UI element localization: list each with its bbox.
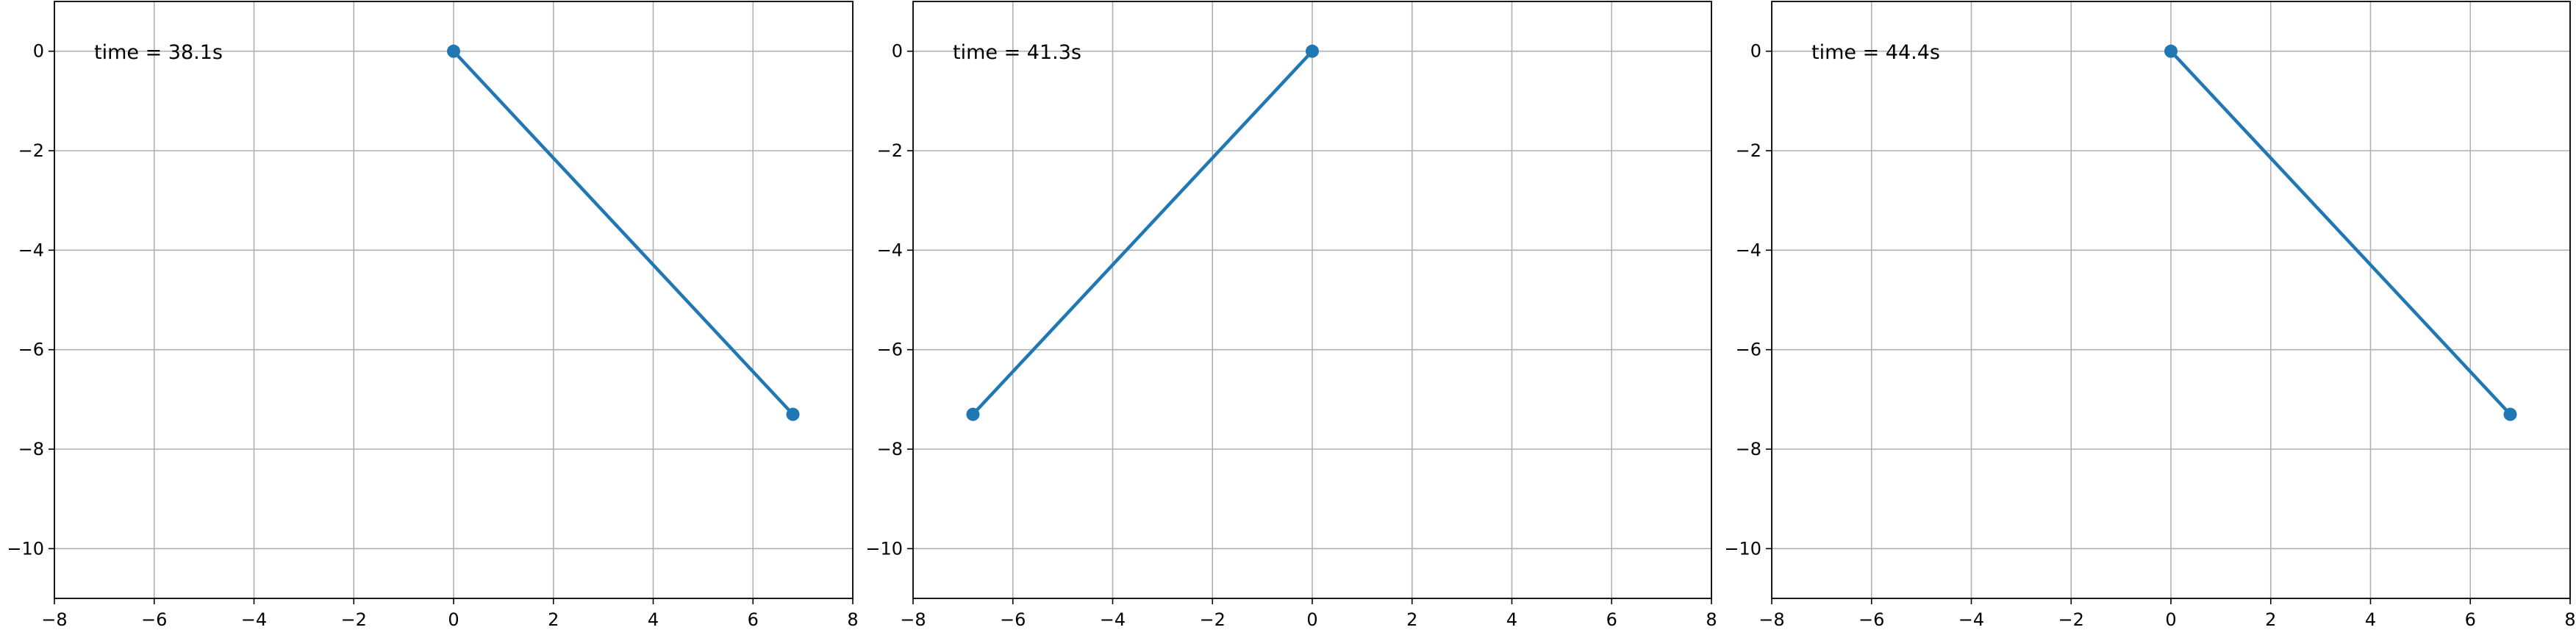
y-tick-label: −8 xyxy=(1736,439,1761,459)
axes-frame xyxy=(54,1,854,599)
series-line xyxy=(2169,49,2512,416)
y-tick-label: −10 xyxy=(1724,538,1761,559)
x-tick-label: −2 xyxy=(341,609,367,630)
y-tick-label: −2 xyxy=(877,140,903,161)
x-tick-label: 4 xyxy=(1506,609,1517,630)
y-tick-label: −6 xyxy=(1736,340,1761,360)
x-tick-label: −4 xyxy=(241,609,267,630)
series-line xyxy=(971,49,1314,416)
x-tick-label: −8 xyxy=(1759,609,1784,630)
x-tick-label: 8 xyxy=(1706,609,1717,630)
pivot-point xyxy=(1306,44,1319,58)
x-tick-label: −8 xyxy=(900,609,926,630)
y-tick-label: −4 xyxy=(877,240,903,260)
time-annotation: time = 44.4s xyxy=(1811,41,1940,64)
y-tick-label: −6 xyxy=(877,340,903,360)
x-tick-label: 6 xyxy=(2465,609,2476,630)
y-tick-label: 0 xyxy=(892,41,903,62)
pivot-point xyxy=(447,44,460,58)
y-tick-label: −4 xyxy=(1736,240,1761,260)
x-tick-label: 6 xyxy=(1606,609,1617,630)
y-tick-label: 0 xyxy=(1750,41,1761,62)
x-tick-label: −2 xyxy=(1200,609,1226,630)
x-tick-label: 0 xyxy=(448,609,459,630)
y-tick-label: −10 xyxy=(865,538,903,559)
y-tick-label: 0 xyxy=(33,41,44,62)
chart-panel-1: −8 −6 −4 −2 0 2 4 6 8 0 −2 −4 −6 −8 −10 time = 38.1s xyxy=(7,1,859,630)
x-tick-label: 0 xyxy=(2165,609,2176,630)
axes-frame xyxy=(912,1,1712,599)
x-tick-label: −4 xyxy=(1958,609,1984,630)
y-tick-label: −8 xyxy=(18,439,44,459)
y-tick-label: −8 xyxy=(877,439,903,459)
y-tick-label: −6 xyxy=(18,340,44,360)
bob-point xyxy=(786,407,800,421)
x-tick-label: 2 xyxy=(548,609,559,630)
y-tick-label: −2 xyxy=(18,140,44,161)
y-tick-label: −4 xyxy=(18,240,44,260)
x-tick-label: −8 xyxy=(41,609,67,630)
x-tick-label: −6 xyxy=(1858,609,1884,630)
chart-panel-3: −8 −6 −4 −2 0 2 4 6 8 0 −2 −4 −6 −8 −10 time = 44.4s xyxy=(1724,1,2576,630)
x-tick-label: −2 xyxy=(2058,609,2084,630)
x-tick-label: 2 xyxy=(2265,609,2276,630)
x-tick-label: −4 xyxy=(1100,609,1126,630)
x-tick-label: 4 xyxy=(2365,609,2376,630)
bob-point xyxy=(966,407,980,421)
x-tick-label: −6 xyxy=(141,609,167,630)
chart-panel-2: −8 −6 −4 −2 0 2 4 6 8 0 −2 −4 −6 −8 −10 time = 41.3s xyxy=(865,1,1717,630)
y-tick-label: −10 xyxy=(7,538,44,559)
x-tick-label: 8 xyxy=(2564,609,2575,630)
x-tick-label: 8 xyxy=(847,609,858,630)
x-tick-label: 4 xyxy=(648,609,659,630)
time-annotation: time = 41.3s xyxy=(953,41,1081,64)
x-tick-label: −6 xyxy=(1000,609,1026,630)
time-annotation: time = 38.1s xyxy=(94,41,223,64)
bob-point xyxy=(2503,407,2517,421)
y-tick-label: −2 xyxy=(1736,140,1761,161)
x-tick-label: 6 xyxy=(748,609,759,630)
series-line xyxy=(451,49,795,416)
axes-frame xyxy=(1771,1,2571,599)
pivot-point xyxy=(2164,44,2178,58)
x-tick-label: 0 xyxy=(1306,609,1317,630)
x-tick-label: 2 xyxy=(1406,609,1417,630)
